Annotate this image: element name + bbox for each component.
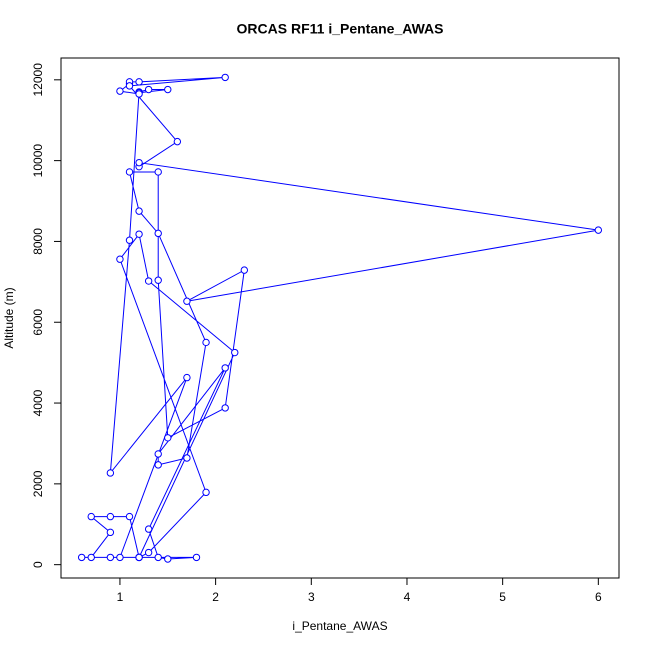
data-point (135, 553, 143, 562)
data-point (135, 78, 143, 86)
data-point (144, 85, 153, 94)
data-point (144, 548, 153, 557)
y-axis-label: Altitude (m) (2, 287, 16, 348)
data-point (135, 207, 143, 215)
data-point (106, 512, 115, 521)
data-point (154, 276, 162, 284)
x-tick-label: 5 (499, 590, 506, 604)
data-point (202, 488, 210, 497)
data-point (116, 255, 124, 263)
data-point (106, 469, 115, 477)
data-point (183, 373, 191, 382)
x-tick-label: 3 (308, 590, 315, 604)
data-point (164, 555, 172, 563)
y-tick-label: 2000 (31, 470, 45, 497)
data-point (164, 85, 172, 94)
data-point (135, 158, 143, 167)
data-point (173, 137, 182, 146)
data-point (594, 226, 603, 234)
data-point (135, 90, 143, 98)
data-point (164, 434, 172, 442)
y-tick-label: 10000 (31, 144, 45, 178)
data-point (125, 82, 134, 90)
data-point (116, 87, 124, 95)
data-point (183, 454, 191, 462)
data-point (87, 553, 95, 562)
y-tick-label: 12000 (31, 63, 45, 97)
data-point (154, 168, 162, 176)
x-tick-label: 1 (117, 590, 124, 604)
data-point (192, 553, 201, 562)
y-tick-label: 0 (31, 561, 45, 568)
data-point (106, 528, 115, 537)
y-tick-label: 6000 (31, 309, 45, 336)
data-point (154, 553, 162, 562)
data-point (135, 230, 143, 238)
chart-title: ORCAS RF11 i_Pentane_AWAS (237, 21, 444, 37)
x-tick-label: 2 (212, 590, 219, 604)
x-tick-label: 6 (595, 590, 602, 604)
data-point (144, 525, 153, 533)
data-point (77, 553, 86, 562)
x-axis-label: i_Pentane_AWAS (292, 619, 387, 633)
data-point (221, 73, 229, 82)
data-point (125, 168, 134, 176)
data-point (202, 338, 210, 347)
data-point (154, 461, 162, 469)
data-point (125, 512, 134, 521)
y-tick-label: 8000 (31, 228, 45, 255)
x-tick-label: 4 (404, 590, 411, 604)
data-point (116, 553, 124, 562)
data-point (231, 348, 239, 357)
data-point (106, 553, 115, 562)
data-point (144, 277, 153, 285)
data-point (154, 229, 162, 238)
plot-frame (60, 57, 620, 579)
y-tick-label: 4000 (31, 389, 45, 416)
data-point (183, 297, 191, 305)
data-point (221, 404, 229, 412)
data-point (154, 450, 162, 458)
data-point (125, 236, 134, 244)
data-point (240, 266, 249, 274)
data-point (87, 512, 95, 521)
data-point (221, 364, 229, 372)
data-line (81, 76, 599, 560)
